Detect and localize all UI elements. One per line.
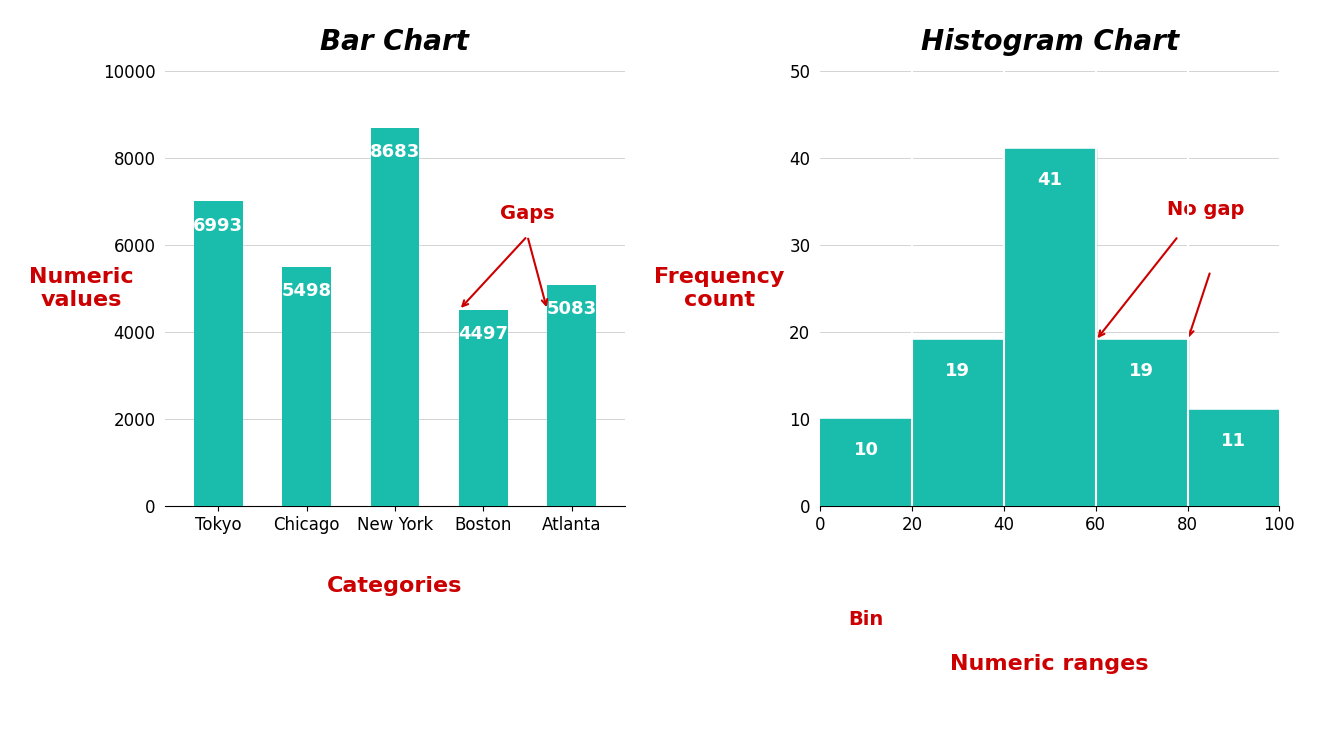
Bar [194,202,242,506]
Title: Bar Chart: Bar Chart [320,28,470,56]
Bar [548,285,595,506]
Text: Categories: Categories [327,575,463,596]
Title: Histogram Chart: Histogram Chart [921,28,1179,56]
Text: 4497: 4497 [458,326,508,344]
Bar [459,310,508,506]
Bar [1004,149,1095,506]
Text: 10: 10 [853,440,878,458]
Text: 8683: 8683 [370,143,419,161]
Bar [282,266,331,506]
Text: No gap: No gap [1167,200,1245,218]
Text: 19: 19 [946,362,970,380]
Bar [1095,340,1188,506]
Text: 19: 19 [1129,362,1154,380]
Text: Frequency
count: Frequency count [654,267,785,310]
Bar [820,419,912,506]
Text: Gaps: Gaps [500,204,554,223]
Text: 5498: 5498 [282,282,332,300]
Text: 41: 41 [1037,171,1062,189]
Bar [1188,410,1279,506]
Bar [912,340,1004,506]
Bar [370,128,419,506]
Text: 5083: 5083 [546,300,597,318]
Text: 11: 11 [1221,432,1246,450]
Text: 6993: 6993 [193,217,243,235]
Text: Numeric ranges: Numeric ranges [950,654,1148,674]
Text: Bin: Bin [848,610,884,629]
Text: Numeric
values: Numeric values [29,267,134,310]
